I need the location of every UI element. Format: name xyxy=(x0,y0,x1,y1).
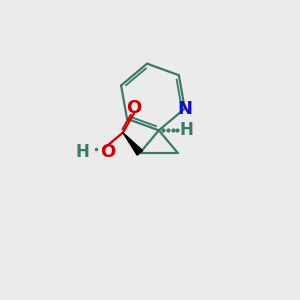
Text: H: H xyxy=(180,121,194,139)
Text: N: N xyxy=(177,100,192,118)
Polygon shape xyxy=(123,133,142,155)
Text: O: O xyxy=(100,143,115,161)
Text: O: O xyxy=(126,99,142,117)
Text: H: H xyxy=(75,143,89,161)
